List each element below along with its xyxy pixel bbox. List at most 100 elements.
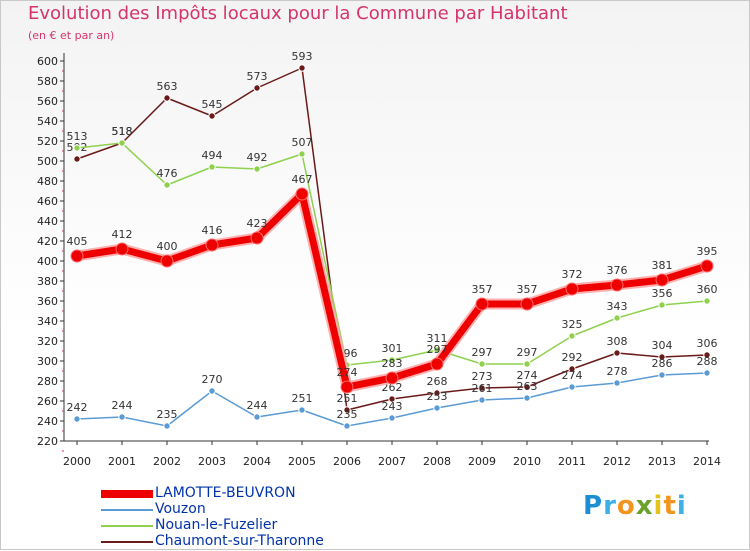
legend-label: Chaumont-sur-Tharonne: [155, 533, 324, 549]
data-label: 467: [292, 173, 313, 186]
data-point: [703, 297, 711, 305]
logo-letter: i: [676, 491, 687, 521]
data-label: 263: [517, 380, 538, 393]
data-point: [73, 144, 81, 152]
data-point: [433, 389, 441, 397]
y-tick-label: 460: [37, 195, 58, 208]
data-point: [703, 369, 711, 377]
legend-swatch: [101, 509, 153, 511]
data-point: [253, 84, 261, 92]
data-point: [568, 383, 576, 391]
data-point: [613, 379, 621, 387]
data-point: [613, 349, 621, 357]
data-label: 376: [607, 264, 628, 277]
data-label: 518: [112, 125, 133, 138]
data-point: [250, 231, 264, 245]
data-label: 357: [517, 283, 538, 296]
data-point: [430, 357, 444, 371]
data-point: [565, 282, 579, 296]
data-label: 273: [472, 370, 493, 383]
data-label: 274: [562, 369, 583, 382]
data-label: 308: [607, 335, 628, 348]
data-point: [568, 332, 576, 340]
y-tick-label: 420: [37, 235, 58, 248]
y-tick-label: 480: [37, 175, 58, 188]
y-tick-label: 220: [37, 435, 58, 448]
data-point: [73, 415, 81, 423]
data-label: 235: [337, 408, 358, 421]
data-label: 325: [562, 318, 583, 331]
x-tick-label: 2006: [333, 455, 361, 468]
data-point: [388, 414, 396, 422]
data-label: 395: [697, 245, 718, 258]
data-point: [208, 163, 216, 171]
data-label: 244: [112, 399, 133, 412]
logo-letter: r: [603, 491, 617, 521]
legend-swatch: [101, 490, 153, 498]
data-label: 242: [67, 401, 88, 414]
y-tick-label: 400: [37, 255, 58, 268]
data-label: 476: [157, 167, 178, 180]
x-tick-label: 2014: [693, 455, 721, 468]
data-label: 343: [607, 300, 628, 313]
data-point: [160, 254, 174, 268]
data-point: [118, 139, 126, 147]
data-label: 306: [697, 337, 718, 350]
x-tick-label: 2008: [423, 455, 451, 468]
y-tick-label: 360: [37, 295, 58, 308]
data-label: 356: [652, 287, 673, 300]
chart-subtitle: (en € et par an): [28, 29, 115, 42]
x-tick-label: 2011: [558, 455, 586, 468]
data-point: [343, 422, 351, 430]
data-point: [658, 371, 666, 379]
data-point: [658, 301, 666, 309]
data-point: [343, 406, 351, 414]
data-point: [658, 353, 666, 361]
data-label: 412: [112, 228, 133, 241]
data-label: 400: [157, 240, 178, 253]
legend-swatch: [101, 541, 153, 543]
data-point: [295, 187, 309, 201]
logo-letter: P: [583, 491, 604, 521]
data-point: [523, 383, 531, 391]
data-point: [115, 242, 129, 256]
y-tick-label: 340: [37, 315, 58, 328]
y-tick-label: 540: [37, 115, 58, 128]
data-point: [388, 356, 396, 364]
data-label: 288: [697, 355, 718, 368]
data-label: 301: [382, 342, 403, 355]
y-tick-label: 260: [37, 395, 58, 408]
data-label: 283: [382, 357, 403, 370]
data-label: 251: [337, 392, 358, 405]
legend-label: Vouzon: [155, 501, 206, 517]
data-point: [700, 259, 714, 273]
data-label: 278: [607, 365, 628, 378]
data-point: [478, 360, 486, 368]
data-label: 423: [247, 217, 268, 230]
logo-letter: t: [663, 491, 677, 521]
proxiti-logo: Proxiti: [583, 491, 687, 521]
data-label: 268: [427, 375, 448, 388]
data-label: 573: [247, 70, 268, 83]
data-label: 545: [202, 98, 223, 111]
chart-title: Evolution des Impôts locaux pour la Comm…: [28, 3, 568, 24]
y-tick-label: 280: [37, 375, 58, 388]
data-point: [205, 238, 219, 252]
data-point: [298, 406, 306, 414]
data-label: 297: [427, 343, 448, 356]
data-point: [478, 384, 486, 392]
data-point: [610, 278, 624, 292]
logo-letter: i: [653, 491, 664, 521]
data-point: [655, 273, 669, 287]
y-tick-label: 320: [37, 335, 58, 348]
legend-swatch: [101, 525, 153, 527]
data-label: 372: [562, 268, 583, 281]
data-point: [523, 360, 531, 368]
x-tick-label: 2009: [468, 455, 496, 468]
data-point: [163, 422, 171, 430]
data-point: [208, 112, 216, 120]
data-label: 244: [247, 399, 268, 412]
x-tick-label: 2010: [513, 455, 541, 468]
data-point: [73, 155, 81, 163]
data-label: 243: [382, 400, 403, 413]
